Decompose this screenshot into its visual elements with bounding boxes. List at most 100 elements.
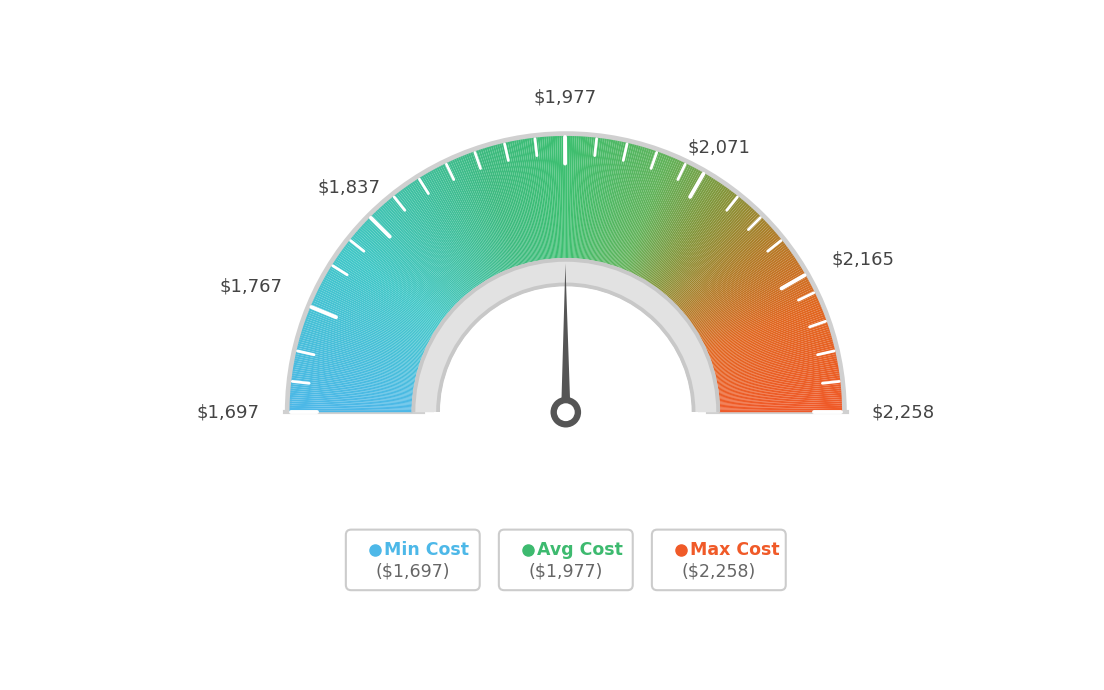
Wedge shape — [696, 264, 800, 331]
Wedge shape — [709, 313, 825, 358]
Wedge shape — [289, 408, 413, 411]
Wedge shape — [386, 201, 467, 296]
Wedge shape — [327, 272, 434, 335]
Wedge shape — [586, 139, 605, 261]
Wedge shape — [290, 391, 413, 402]
Circle shape — [556, 403, 575, 421]
Wedge shape — [713, 339, 832, 373]
Wedge shape — [689, 248, 789, 322]
Wedge shape — [347, 243, 445, 319]
Wedge shape — [414, 180, 482, 284]
Wedge shape — [603, 144, 635, 264]
Wedge shape — [330, 266, 436, 333]
Polygon shape — [561, 264, 571, 412]
Wedge shape — [711, 323, 828, 364]
Wedge shape — [512, 141, 538, 262]
Wedge shape — [719, 404, 842, 408]
Wedge shape — [336, 257, 439, 327]
Wedge shape — [709, 315, 825, 359]
Wedge shape — [422, 175, 487, 282]
Wedge shape — [666, 204, 749, 297]
Wedge shape — [289, 406, 413, 410]
Wedge shape — [658, 191, 733, 290]
Wedge shape — [704, 297, 818, 349]
Wedge shape — [298, 344, 417, 375]
Wedge shape — [497, 144, 529, 264]
Wedge shape — [693, 261, 798, 329]
Wedge shape — [707, 304, 821, 354]
Wedge shape — [470, 152, 514, 268]
Wedge shape — [412, 258, 720, 412]
Wedge shape — [700, 281, 810, 341]
Text: Avg Cost: Avg Cost — [538, 542, 623, 560]
Wedge shape — [701, 285, 811, 343]
Wedge shape — [715, 356, 837, 382]
Wedge shape — [628, 159, 679, 273]
Wedge shape — [660, 195, 739, 293]
Wedge shape — [665, 201, 745, 296]
Wedge shape — [691, 253, 793, 325]
Wedge shape — [711, 325, 829, 365]
Wedge shape — [719, 397, 841, 405]
Wedge shape — [335, 259, 438, 328]
Wedge shape — [716, 360, 838, 385]
Wedge shape — [510, 141, 535, 262]
Wedge shape — [711, 327, 829, 366]
Bar — [434, 412, 698, 529]
Wedge shape — [680, 230, 775, 312]
Wedge shape — [326, 273, 434, 337]
Wedge shape — [651, 182, 721, 286]
Text: ($1,697): ($1,697) — [375, 562, 450, 580]
Wedge shape — [713, 335, 831, 371]
Wedge shape — [688, 244, 787, 320]
Wedge shape — [704, 295, 817, 348]
Wedge shape — [635, 166, 693, 277]
Wedge shape — [289, 400, 413, 406]
Wedge shape — [716, 365, 838, 387]
Wedge shape — [718, 373, 840, 392]
Wedge shape — [289, 402, 413, 407]
Wedge shape — [444, 163, 500, 275]
Wedge shape — [719, 395, 841, 404]
Wedge shape — [291, 380, 414, 395]
Wedge shape — [408, 184, 480, 286]
Wedge shape — [708, 310, 824, 357]
Wedge shape — [290, 388, 413, 400]
Wedge shape — [295, 358, 416, 384]
Wedge shape — [501, 143, 531, 264]
Wedge shape — [592, 140, 615, 262]
Wedge shape — [630, 161, 683, 274]
Wedge shape — [549, 137, 558, 259]
Wedge shape — [716, 362, 838, 386]
Wedge shape — [662, 198, 742, 295]
Wedge shape — [529, 138, 546, 261]
Wedge shape — [304, 323, 421, 364]
Wedge shape — [480, 149, 520, 266]
Wedge shape — [713, 342, 834, 374]
Wedge shape — [594, 141, 619, 262]
Wedge shape — [588, 139, 609, 261]
Wedge shape — [617, 152, 661, 268]
Wedge shape — [584, 138, 601, 260]
Wedge shape — [357, 230, 452, 312]
Wedge shape — [342, 248, 443, 322]
Wedge shape — [384, 202, 466, 297]
Wedge shape — [700, 279, 809, 339]
Wedge shape — [650, 181, 720, 285]
Wedge shape — [508, 141, 534, 263]
Wedge shape — [466, 154, 512, 270]
Wedge shape — [666, 202, 747, 297]
Wedge shape — [667, 205, 750, 298]
Wedge shape — [435, 168, 495, 277]
Wedge shape — [609, 148, 647, 266]
Wedge shape — [569, 136, 572, 259]
Wedge shape — [710, 321, 827, 363]
Wedge shape — [558, 136, 562, 259]
Wedge shape — [535, 137, 550, 260]
Wedge shape — [305, 319, 422, 362]
Wedge shape — [399, 191, 474, 290]
Wedge shape — [570, 136, 574, 259]
Wedge shape — [495, 145, 528, 264]
Wedge shape — [310, 306, 424, 355]
Wedge shape — [464, 155, 510, 270]
